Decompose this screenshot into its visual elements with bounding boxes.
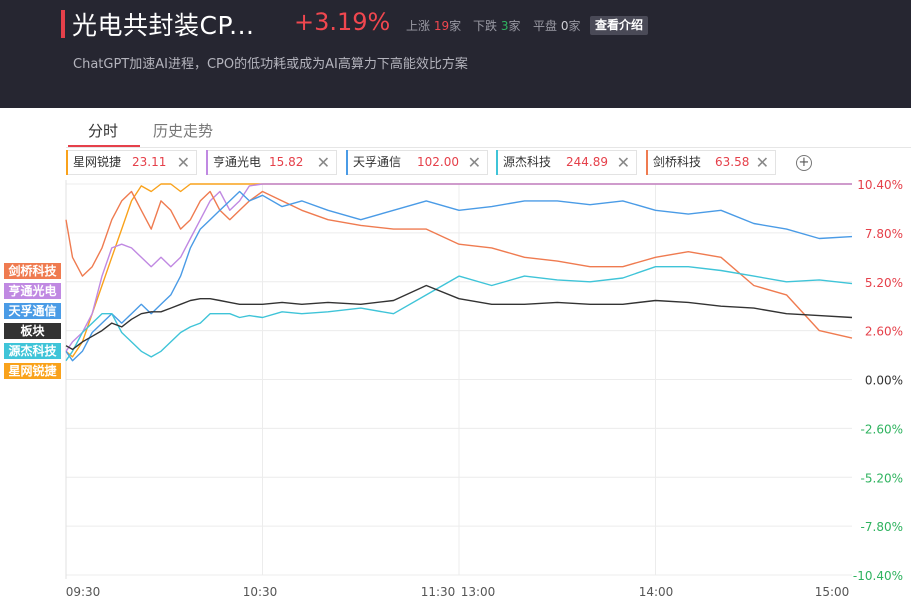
legend-tag: 亨通光电 — [4, 283, 61, 299]
down-unit: 家 — [508, 19, 521, 33]
chip-stock-price: 244.89 — [566, 155, 608, 169]
sector-change-percent: +3.19% — [294, 8, 391, 36]
chip-color-accent — [496, 150, 498, 175]
chip-stock-name: 亨通光电 — [213, 155, 262, 169]
close-x-icon[interactable]: ✕ — [755, 153, 769, 172]
series-line — [65, 284, 853, 351]
legend-tag: 星网锐捷 — [4, 363, 61, 379]
chip-stock-name: 星网锐捷 — [73, 155, 122, 169]
chip-stock-price: 63.58 — [715, 155, 750, 169]
y-tick-label: 5.20% — [865, 276, 903, 290]
x-tick-label: 13:00 — [461, 585, 496, 599]
plus-circle-icon[interactable]: + — [796, 155, 812, 171]
compare-chip[interactable]: 剑桥科技 63.58 ✕ — [646, 150, 776, 175]
close-x-icon[interactable]: ✕ — [176, 153, 190, 172]
legend-tag: 源杰科技 — [4, 343, 61, 359]
title-accent-bar — [61, 10, 65, 38]
series-line — [65, 183, 852, 352]
chip-stock-price: 15.82 — [269, 155, 304, 169]
chip-color-accent — [346, 150, 348, 175]
chip-stock-name: 剑桥科技 — [653, 155, 702, 169]
y-tick-label: -2.60% — [861, 422, 903, 436]
legend-tag: 剑桥科技 — [4, 263, 61, 279]
legend-tag: 板块 — [4, 323, 61, 339]
compare-chip[interactable]: 源杰科技 244.89 ✕ — [496, 150, 637, 175]
compare-chip[interactable]: 天孚通信 102.00 ✕ — [346, 150, 488, 175]
y-tick-label: -5.20% — [861, 471, 903, 485]
y-tick-label: 0.00% — [865, 374, 903, 388]
up-unit: 家 — [449, 19, 462, 33]
chip-stock-price: 102.00 — [417, 155, 459, 169]
compare-chip[interactable]: 星网锐捷 23.11 ✕ — [66, 150, 197, 175]
series-line — [65, 266, 853, 362]
flat-unit: 家 — [568, 19, 581, 33]
x-tick-label: 11:30 — [421, 585, 456, 599]
sector-title: 光电共封装CP... — [72, 11, 255, 40]
y-tick-label: 2.60% — [865, 325, 903, 339]
x-tick-label: 10:30 — [243, 585, 278, 599]
up-count: 19 — [433, 19, 450, 33]
chip-stock-price: 23.11 — [132, 155, 167, 169]
active-tab-underline — [68, 145, 140, 147]
close-x-icon[interactable]: ✕ — [467, 153, 481, 172]
chip-stock-name: 天孚通信 — [353, 155, 402, 169]
flat-label: 平盘 — [533, 19, 558, 33]
legend-tag: 天孚通信 — [4, 303, 61, 319]
x-tick-label: 14:00 — [639, 585, 674, 599]
down-label: 下跌 — [473, 19, 498, 33]
compare-chip[interactable]: 亨通光电 15.82 ✕ — [206, 150, 337, 175]
y-tick-label: 10.40% — [857, 178, 903, 192]
sector-header: 光电共封装CP... +3.19% 上涨 19家 下跌 3家 平盘 0家 查看介… — [0, 0, 911, 108]
series-line — [65, 190, 853, 362]
chip-color-accent — [646, 150, 648, 175]
x-tick-label: 15:00 — [815, 585, 850, 599]
up-label: 上涨 — [406, 19, 431, 33]
x-tick-label: 09:30 — [66, 585, 101, 599]
tab-intraday[interactable]: 分时 — [88, 122, 119, 140]
chip-color-accent — [66, 150, 68, 175]
up-count-stat: 上涨 19家 — [406, 17, 461, 34]
chip-stock-name: 源杰科技 — [503, 155, 552, 169]
close-x-icon[interactable]: ✕ — [316, 153, 330, 172]
close-x-icon[interactable]: ✕ — [616, 153, 630, 172]
tab-divider — [66, 147, 911, 148]
sector-subtitle: ChatGPT加速AI进程，CPO的低功耗或成为AI高算力下高能效比方案 — [73, 57, 468, 72]
chip-color-accent — [206, 150, 208, 175]
flat-count-stat: 平盘 0家 — [533, 17, 581, 34]
y-tick-label: 7.80% — [865, 227, 903, 241]
down-count-stat: 下跌 3家 — [473, 17, 521, 34]
tab-history[interactable]: 历史走势 — [153, 122, 214, 140]
y-tick-label: -10.40% — [853, 569, 903, 583]
view-intro-button[interactable]: 查看介绍 — [590, 16, 649, 35]
down-count: 3 — [500, 19, 509, 33]
series-line — [65, 190, 853, 339]
y-tick-label: -7.80% — [861, 520, 903, 534]
flat-count: 0 — [560, 19, 569, 33]
chart-tabs: 分时 历史走势 — [0, 108, 911, 148]
